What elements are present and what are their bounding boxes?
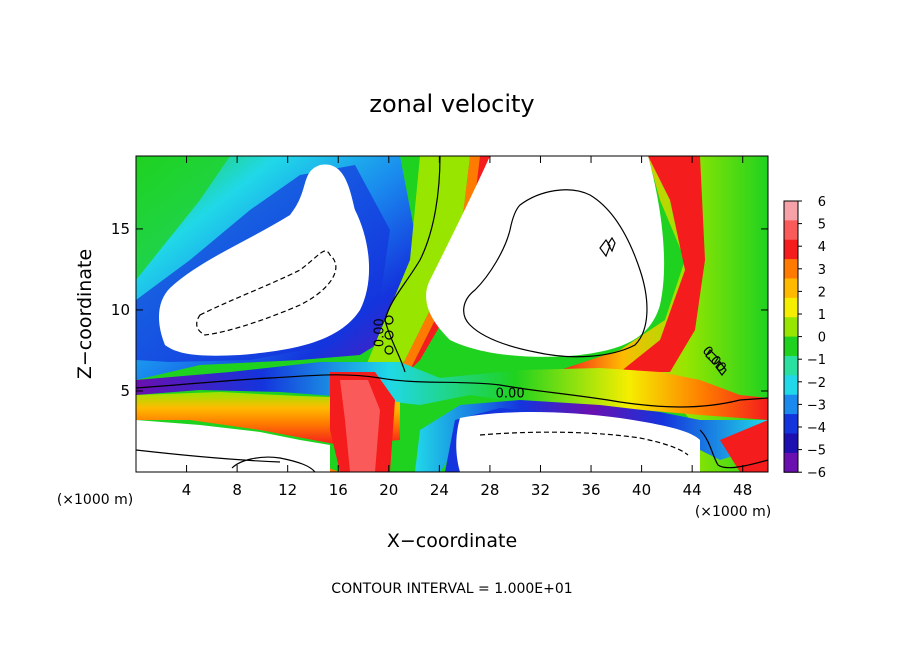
colorbar-swatch <box>784 336 798 357</box>
x-axis: 4 8 12 16 20 24 28 32 36 40 44 48 <box>182 156 752 499</box>
x-tick-label: 44 <box>683 481 702 499</box>
contour-lines <box>136 156 768 472</box>
colorbar-label: 3 <box>818 263 826 278</box>
contour-interval-note: CONTOUR INTERVAL = 1.000E+01 <box>331 581 572 597</box>
x-tick-label: 16 <box>329 481 348 499</box>
x-axis-unit-right: (×1000 m) <box>695 504 771 520</box>
x-tick-label: 48 <box>733 481 752 499</box>
colorbar-label: 4 <box>818 240 826 255</box>
colorbar-swatch <box>784 278 798 299</box>
y-axis-label: Z−coordinate <box>74 249 96 379</box>
colorbar-swatch <box>784 433 798 454</box>
colorbar-swatch <box>784 201 798 221</box>
colorbar-label: 0 <box>818 331 826 346</box>
colorbar-label: −2 <box>807 376 826 391</box>
x-tick-label: 8 <box>232 481 242 499</box>
colorbar-label: −1 <box>807 353 826 368</box>
y-tick-label: 5 <box>120 382 130 400</box>
colorbar-swatch <box>784 394 798 415</box>
colorbar-label: 6 <box>818 195 826 210</box>
x-tick-label: 4 <box>182 481 192 499</box>
x-tick-label: 28 <box>480 481 499 499</box>
colorbar-label: −6 <box>807 466 826 481</box>
x-tick-label: 36 <box>581 481 600 499</box>
colorbar-label: 5 <box>818 218 826 233</box>
x-tick-label: 40 <box>632 481 651 499</box>
x-axis-unit-left: (×1000 m) <box>57 492 133 508</box>
x-tick-label: 20 <box>379 481 398 499</box>
plot-field <box>136 156 768 472</box>
colorbar-swatch <box>784 355 798 376</box>
colorbar-label: −3 <box>807 398 826 413</box>
contour-label: 0.00 <box>373 318 388 347</box>
plot-frame <box>135 155 769 473</box>
colorbar-swatch <box>784 452 798 473</box>
colorbar-label: 1 <box>818 308 826 323</box>
contour-label: 0.00 <box>496 386 525 401</box>
colorbar-label: 2 <box>818 285 826 300</box>
chart-title: zonal velocity <box>369 90 534 118</box>
colorbar-label: −4 <box>807 421 826 436</box>
colorbar-swatch <box>784 414 798 434</box>
colorbar-swatch <box>784 259 798 279</box>
y-axis: 5 10 15 <box>111 220 768 400</box>
y-tick-label: 10 <box>111 301 130 319</box>
x-tick-label: 24 <box>430 481 449 499</box>
colorbar-swatch <box>784 220 798 241</box>
colorbar-swatch <box>784 317 798 338</box>
x-axis-label: X−coordinate <box>387 530 517 552</box>
colorbar-swatch <box>784 239 798 260</box>
y-tick-label: 15 <box>111 220 130 238</box>
colorbar-swatch <box>784 297 798 318</box>
x-tick-label: 12 <box>278 481 297 499</box>
x-tick-label: 32 <box>531 481 550 499</box>
colorbar-label: −5 <box>807 444 826 459</box>
colorbar-swatch <box>784 375 798 396</box>
colorbar: 6 5 4 3 2 1 0 −1 −2 −3 −4 −5 −6 <box>783 195 826 481</box>
